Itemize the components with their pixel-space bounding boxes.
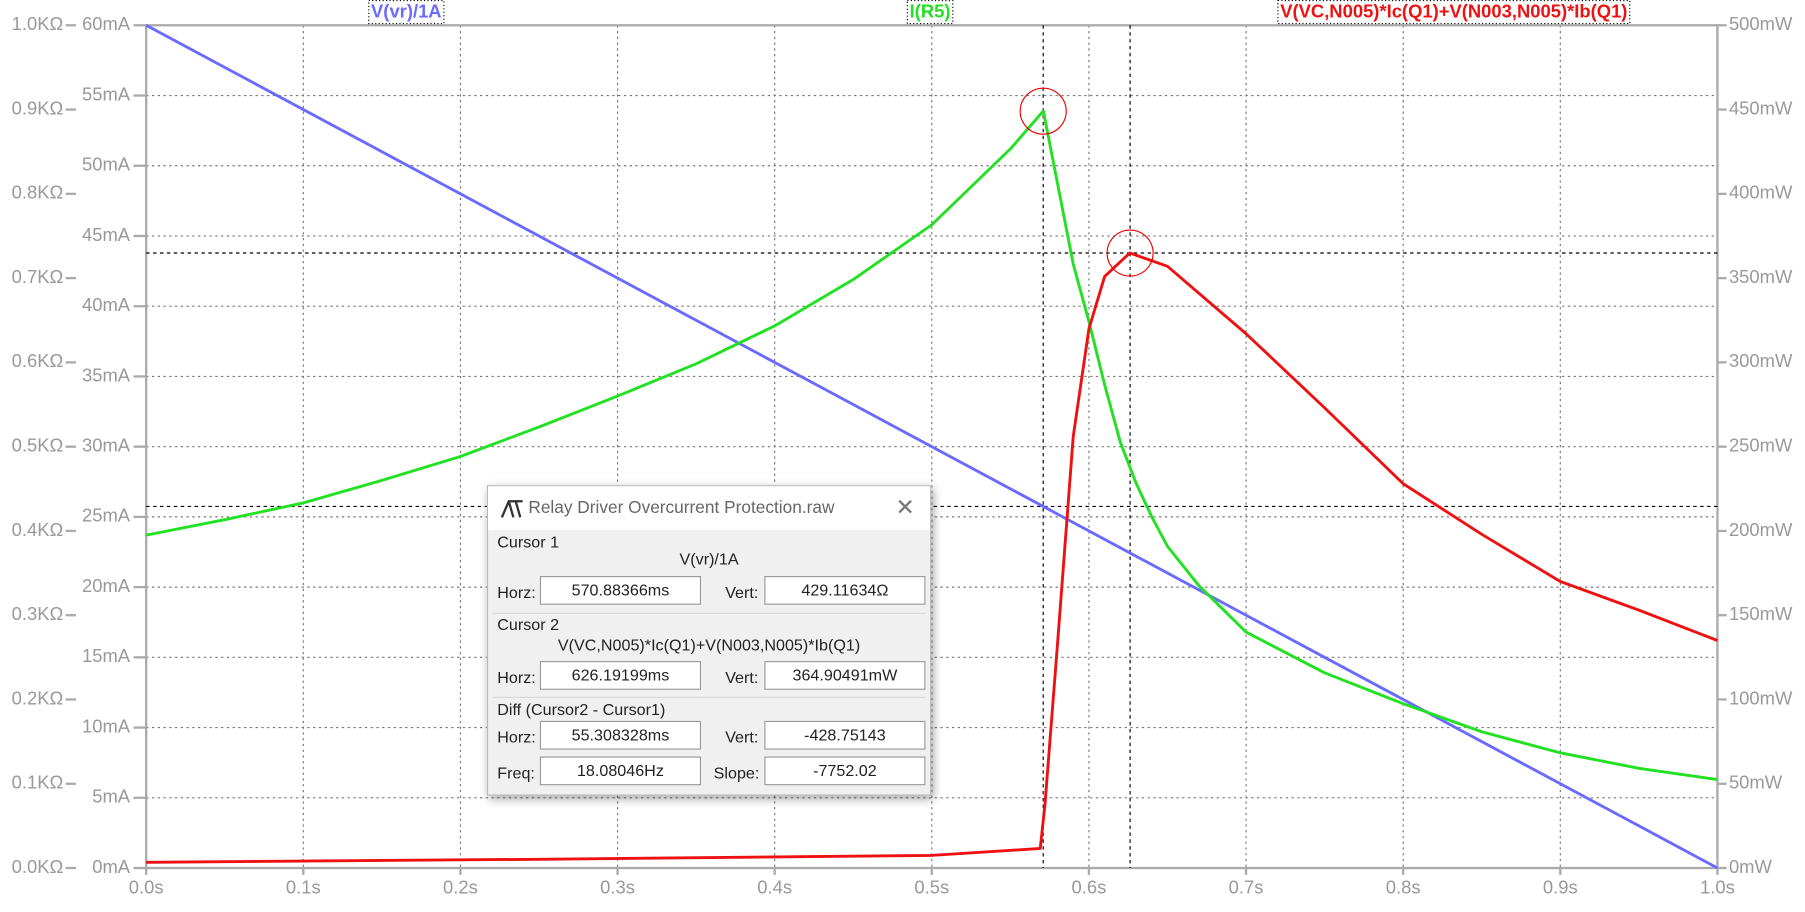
dialog-title: Relay Driver Overcurrent Protection.raw bbox=[528, 497, 835, 518]
field-value: 55.308328ms bbox=[539, 720, 702, 750]
legend-entry: I(R5) bbox=[910, 1, 951, 22]
y-tick-label: 0.9KΩ bbox=[12, 97, 64, 118]
field-label: Vert: bbox=[725, 727, 759, 747]
y2-tick-label: 50mA bbox=[82, 154, 131, 175]
field-label: Slope: bbox=[713, 763, 760, 782]
close-button[interactable]: ✕ bbox=[895, 495, 915, 521]
y2-tick-label: 25mA bbox=[82, 505, 131, 526]
trace-line bbox=[145, 24, 1719, 870]
y-tick-label: 1.0KΩ bbox=[12, 13, 64, 34]
y3-tick-label: 450mW bbox=[1729, 97, 1793, 118]
x-tick-label: 0.4s bbox=[757, 877, 792, 898]
field-value: 429.11634Ω bbox=[764, 575, 926, 605]
trace-line bbox=[145, 109, 1718, 781]
y2-tick-label: 0mA bbox=[92, 856, 131, 877]
trace-name: V(vr)/1A bbox=[679, 549, 739, 568]
y-tick-label: 0.6KΩ bbox=[12, 350, 64, 371]
y3-tick-label: 250mW bbox=[1729, 435, 1793, 456]
y-tick-label: 0.8KΩ bbox=[12, 182, 64, 203]
y-tick-label: 0.5KΩ bbox=[12, 435, 64, 456]
y-tick-label: 0.3KΩ bbox=[12, 603, 64, 624]
legend-entry: V(vr)/1A bbox=[371, 1, 442, 22]
y2-tick-label: 10mA bbox=[82, 715, 131, 736]
field-value: 626.19199ms bbox=[539, 661, 702, 690]
y2-tick-label: 20mA bbox=[82, 575, 131, 596]
legend-box bbox=[1277, 0, 1631, 25]
y2-tick-label: 35mA bbox=[82, 364, 131, 385]
y2-tick-label: 15mA bbox=[82, 645, 131, 666]
trace-line bbox=[146, 251, 1718, 864]
field-label: Horz: bbox=[497, 582, 536, 602]
y3-tick-label: 300mW bbox=[1729, 350, 1793, 371]
x-tick-label: 0.1s bbox=[286, 877, 321, 898]
plot-frame bbox=[145, 24, 1719, 870]
y3-tick-label: 200mW bbox=[1729, 519, 1793, 540]
field-value: -428.75143 bbox=[764, 720, 926, 750]
y2-tick-label: 60mA bbox=[82, 13, 131, 34]
field-value: -7752.02 bbox=[764, 756, 926, 786]
y3-tick-label: 500mW bbox=[1729, 13, 1793, 34]
y2-tick-label: 45mA bbox=[82, 224, 131, 245]
x-tick-label: 0.0s bbox=[129, 877, 164, 898]
group-label: Diff (Cursor2 - Cursor1) bbox=[497, 700, 666, 719]
y-tick-label: 0.1KΩ bbox=[12, 772, 64, 793]
y3-tick-label: 400mW bbox=[1729, 182, 1793, 203]
field-label: Horz: bbox=[497, 667, 536, 687]
y3-tick-label: 350mW bbox=[1729, 266, 1793, 287]
x-tick-label: 0.9s bbox=[1543, 877, 1578, 898]
x-tick-label: 0.3s bbox=[600, 877, 635, 898]
x-tick-label: 0.5s bbox=[914, 877, 949, 898]
y2-tick-label: 55mA bbox=[82, 83, 131, 104]
title-bar bbox=[488, 486, 931, 531]
x-tick-label: 1.0s bbox=[1700, 877, 1735, 898]
group-label: Cursor 2 bbox=[497, 615, 560, 634]
field-label: Freq: bbox=[497, 763, 535, 782]
field-value: 364.90491mW bbox=[764, 661, 926, 690]
y3-tick-label: 50mW bbox=[1729, 772, 1783, 793]
app-icon bbox=[500, 500, 523, 518]
y-tick-label: 0.7KΩ bbox=[12, 266, 64, 287]
x-tick-label: 0.2s bbox=[443, 877, 478, 898]
y3-tick-label: 150mW bbox=[1729, 603, 1793, 624]
field-value: 18.08046Hz bbox=[539, 756, 702, 786]
x-tick-label: 0.6s bbox=[1072, 877, 1107, 898]
field-label: Vert: bbox=[725, 667, 759, 687]
separator bbox=[492, 696, 926, 698]
cursor-dialog: Relay Driver Overcurrent Protection.raw … bbox=[486, 485, 932, 796]
x-tick-label: 0.7s bbox=[1229, 877, 1264, 898]
field-value: 570.88366ms bbox=[539, 575, 702, 605]
cursor-marker bbox=[1019, 87, 1067, 135]
separator bbox=[492, 612, 926, 614]
legend-box bbox=[368, 0, 445, 25]
cursor-marker bbox=[1106, 229, 1154, 277]
group-label: Cursor 1 bbox=[497, 532, 560, 551]
y2-tick-label: 40mA bbox=[82, 294, 131, 315]
y3-tick-label: 100mW bbox=[1729, 687, 1793, 708]
y2-tick-label: 5mA bbox=[92, 786, 131, 807]
field-label: Horz: bbox=[497, 727, 536, 747]
y-tick-label: 0.2KΩ bbox=[12, 687, 64, 708]
y3-tick-label: 0mW bbox=[1729, 856, 1773, 877]
x-tick-label: 0.8s bbox=[1386, 877, 1421, 898]
trace-name: V(VC,N005)*Ic(Q1)+V(N003,N005)*Ib(Q1) bbox=[557, 635, 861, 655]
y-tick-label: 0.0KΩ bbox=[12, 856, 64, 877]
legend-entry: V(VC,N005)*Ic(Q1)+V(N003,N005)*Ib(Q1) bbox=[1280, 1, 1627, 22]
y2-tick-label: 30mA bbox=[82, 435, 131, 456]
y-tick-label: 0.4KΩ bbox=[12, 519, 64, 540]
field-label: Vert: bbox=[725, 582, 759, 602]
